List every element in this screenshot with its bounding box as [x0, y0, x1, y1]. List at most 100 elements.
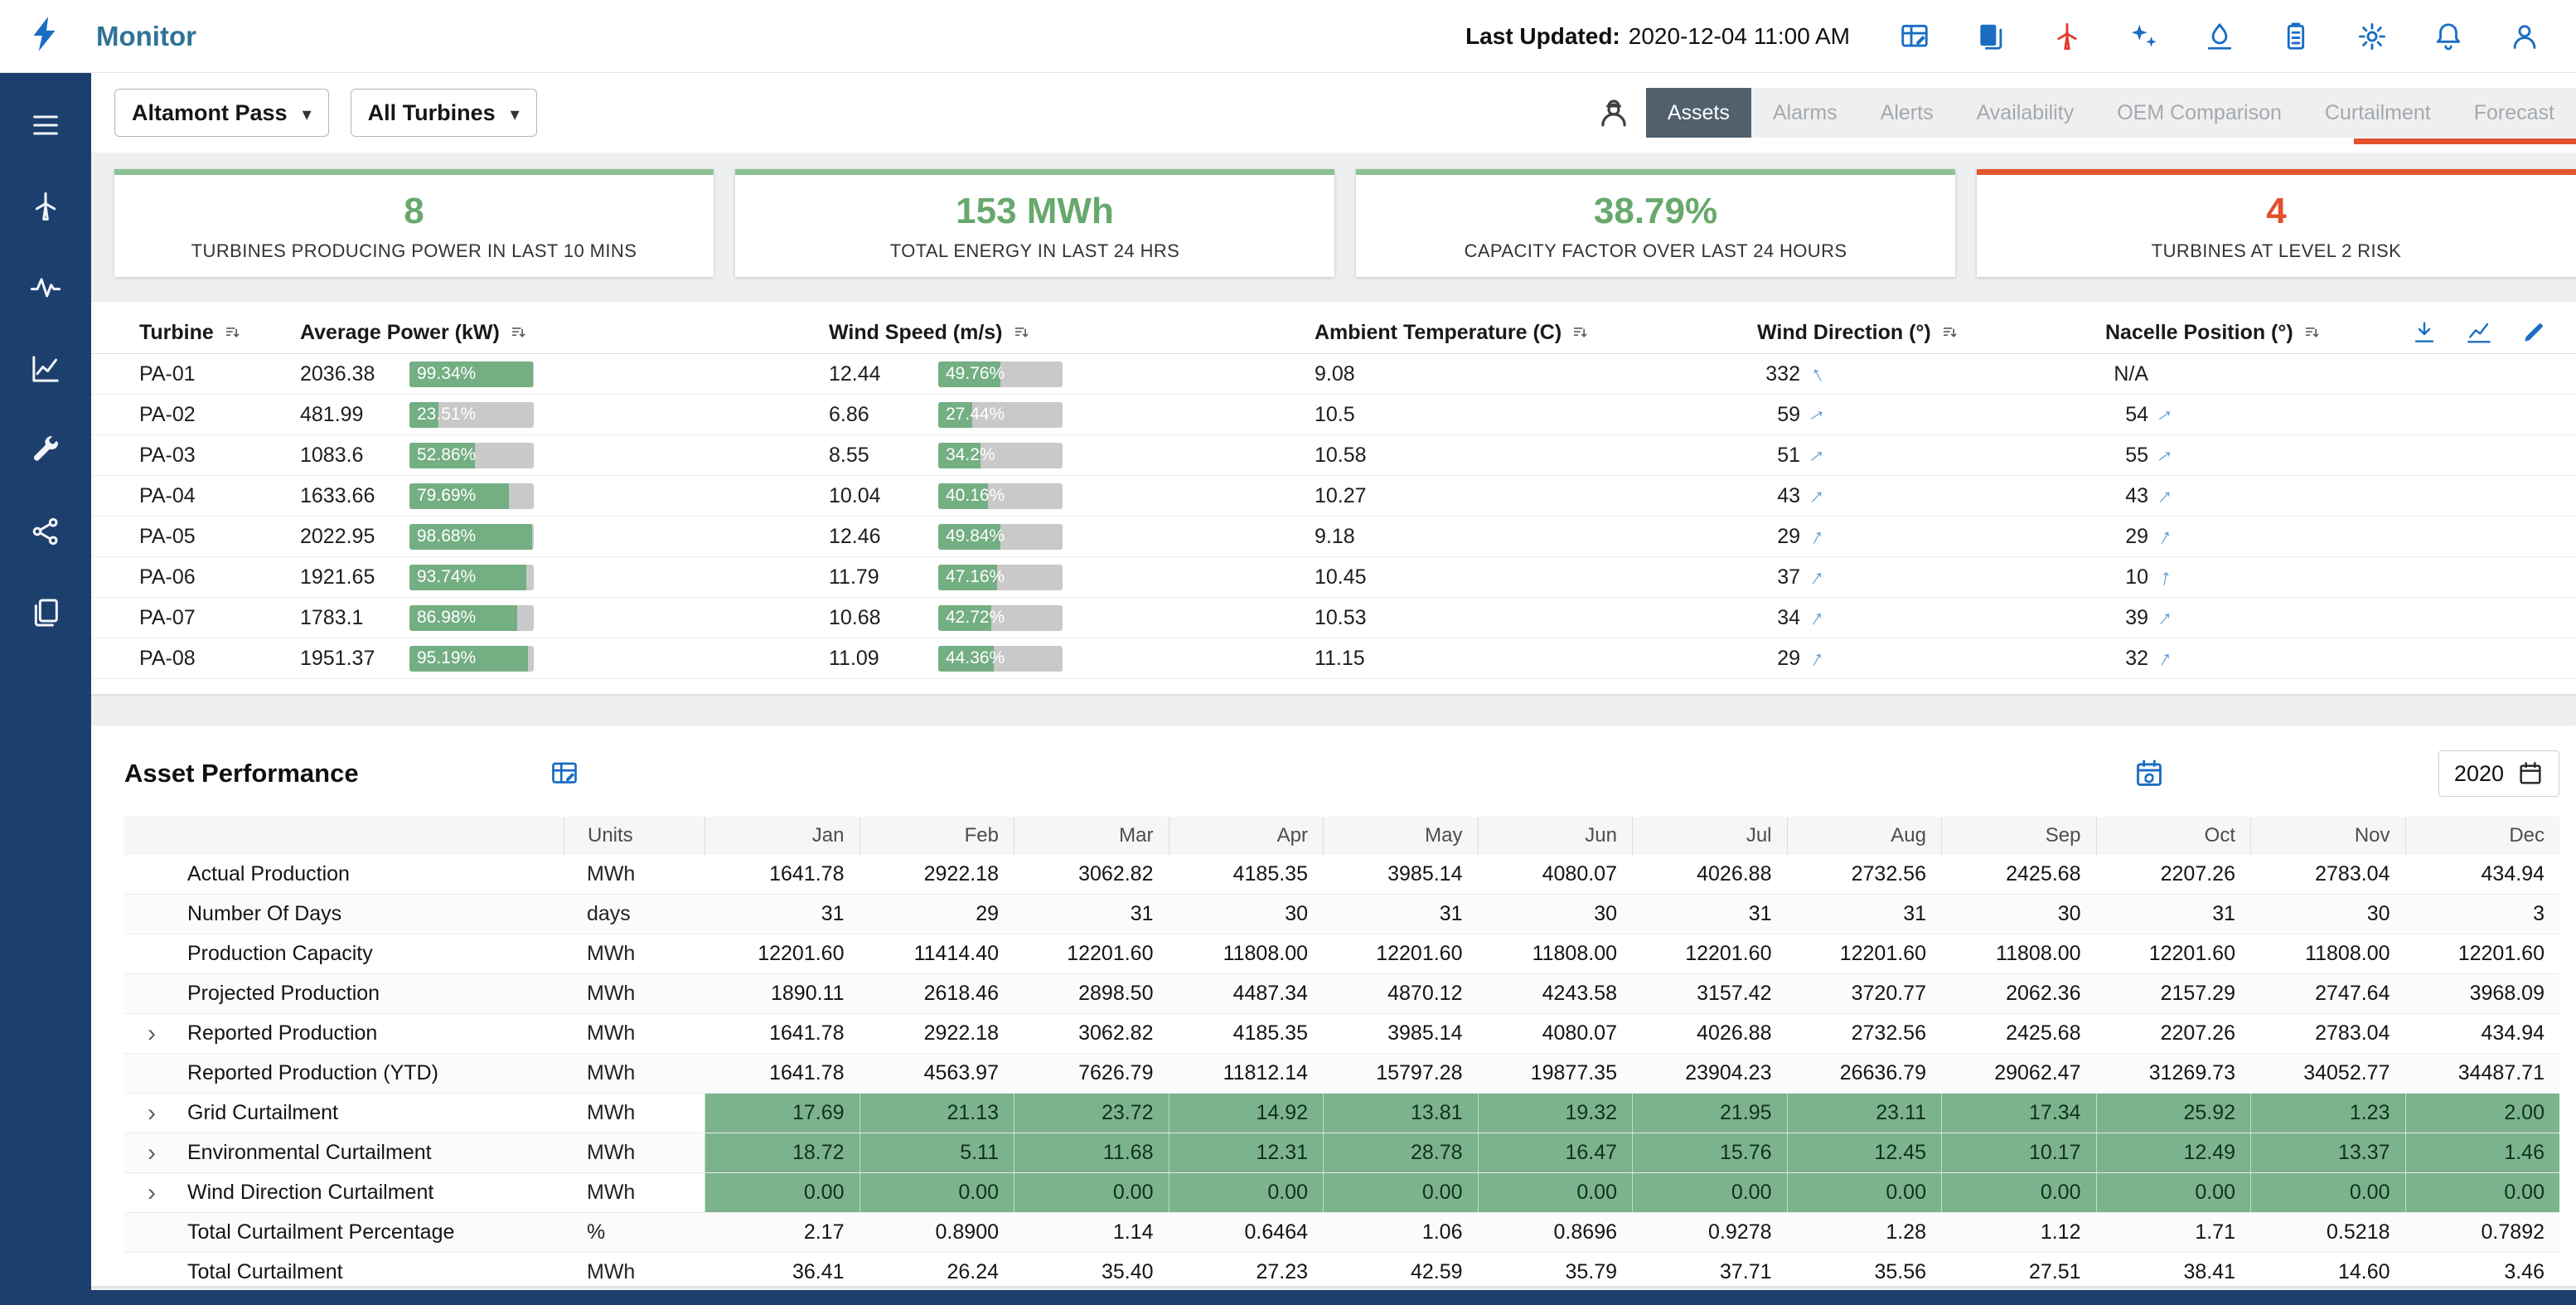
wind-direction-cell: 332 ↑: [1757, 360, 2105, 387]
tab-assets[interactable]: Assets: [1645, 88, 1751, 138]
turbine-column-header[interactable]: Turbine: [139, 321, 300, 345]
wind-direction-cell: 34 ↑: [1757, 604, 2105, 631]
turbine-alert-icon[interactable]: [2049, 18, 2085, 55]
wind-direction-cell: 29 ↑: [1757, 522, 2105, 550]
asset-value-cell: 12201.60: [758, 942, 845, 965]
wind-speed-percent-bar: 49.84%: [938, 523, 1063, 550]
average-power-cell: 1951.37 95.19%: [300, 645, 829, 672]
turbine-column-header[interactable]: Average Power (kW): [300, 321, 829, 345]
ambient-temperature-cell: 9.18: [1315, 524, 1355, 548]
turbine-column-header[interactable]: Wind Direction (°): [1757, 321, 2105, 345]
asset-row-label-cell: › Reported Production: [124, 1014, 564, 1053]
notifications-icon[interactable]: [2430, 18, 2467, 55]
app-title: Monitor: [96, 20, 196, 51]
average-power-value: 2022.95: [300, 524, 375, 548]
tab-availability[interactable]: Availability: [1976, 100, 2075, 124]
sidebar-item-turbines[interactable]: [0, 167, 91, 249]
turbine-row[interactable]: PA-02 481.99 23.51% 6.86 27.44% 10.5 59 ↑ 54 ↑: [91, 395, 2576, 435]
turbine-selector-dropdown[interactable]: All Turbines: [350, 89, 537, 137]
asset-value-cell: 3985.14: [1387, 862, 1463, 885]
wind-speed-percent-bar: 47.16%: [938, 564, 1063, 590]
average-power-value: 2036.38: [300, 361, 375, 386]
sort-icon: [510, 323, 528, 342]
kpi-label: TURBINES PRODUCING POWER IN LAST 10 MINS: [191, 240, 637, 261]
year-selector[interactable]: 2020: [2438, 750, 2559, 797]
edit-icon[interactable]: [2520, 318, 2548, 347]
tab-curtailment[interactable]: Curtailment: [2324, 100, 2431, 124]
asset-value-cell: 11808.00: [2305, 942, 2390, 965]
average-power-cell: 2022.95 98.68%: [300, 523, 829, 550]
download-icon[interactable]: [2410, 318, 2438, 347]
asset-row-units: MWh: [587, 982, 636, 1005]
asset-row: Projected Production MWh 1890.11 2618.46 289…: [124, 974, 2559, 1014]
chart-icon[interactable]: [2465, 318, 2493, 347]
sidebar-item-analytics[interactable]: [0, 330, 91, 411]
ai-insights-icon[interactable]: [2125, 18, 2162, 55]
asset-row-label: Total Curtailment: [187, 1260, 343, 1283]
wind-speed-cell: 11.79 47.16%: [829, 564, 1315, 590]
wind-speed-cell: 10.04 40.16%: [829, 483, 1315, 509]
menu-icon: [29, 109, 62, 146]
tab-alerts[interactable]: Alerts: [1880, 100, 1934, 124]
asset-row-label: Production Capacity: [187, 942, 373, 965]
settings-icon[interactable]: [2354, 18, 2390, 55]
turbine-row[interactable]: PA-06 1921.65 93.74% 11.79 47.16% 10.45 37 ↑ 10 ↑: [91, 557, 2576, 598]
bar-fill: [938, 604, 992, 631]
turbine-row[interactable]: PA-05 2022.95 98.68% 12.46 49.84% 9.18 29 ↑ 29 ↑: [91, 517, 2576, 557]
dashboard-edit-icon[interactable]: [1896, 18, 1933, 55]
sidebar-item-menu[interactable]: [0, 86, 91, 167]
turbine-row[interactable]: PA-07 1783.1 86.98% 10.68 42.72% 10.53 34 ↑ 39 ↑: [91, 598, 2576, 638]
asset-row: › Grid Curtailment MWh 17.69 21.13 23.72 14.92…: [124, 1094, 2559, 1133]
tab-alarms[interactable]: Alarms: [1772, 100, 1838, 124]
site-selector-dropdown[interactable]: Altamont Pass: [114, 89, 329, 137]
operator-icon[interactable]: [1596, 95, 1631, 130]
sidebar-item-documents[interactable]: [0, 574, 91, 655]
tab-forecast[interactable]: Forecast: [2473, 100, 2554, 124]
direction-arrow-icon: ↑: [1806, 604, 1830, 631]
asset-row-label: Reported Production (YTD): [187, 1061, 438, 1084]
asset-row: › Wind Direction Curtailment MWh 0.00 0.00 0.…: [124, 1173, 2559, 1213]
asset-value-cell: 34487.71: [2457, 1061, 2545, 1084]
nacelle-position-value: N/A: [2114, 361, 2148, 386]
direction-arrow-icon: ↑: [1804, 483, 1831, 509]
asset-row: Total Curtailment Percentage% 2.17 0.8900 1…: [124, 1213, 2559, 1253]
turbine-row[interactable]: PA-03 1083.6 52.86% 8.55 34.2% 10.58 51 ↑ 55 ↑: [91, 435, 2576, 476]
expand-chevron-icon[interactable]: ›: [148, 1099, 156, 1127]
wind-speed-percent-bar: 42.72%: [938, 604, 1063, 631]
tab-oem-comparison[interactable]: OEM Comparison: [2117, 100, 2282, 124]
bar-label: 42.72%: [946, 608, 1005, 627]
profile-icon[interactable]: [2506, 18, 2543, 55]
asset-value-cell: 15797.28: [1376, 1061, 1463, 1084]
sidebar-item-connections[interactable]: [0, 492, 91, 574]
turbine-row[interactable]: PA-01 2036.38 99.34% 12.44 49.76% 9.08 332 ↑ N/A: [91, 354, 2576, 395]
asset-performance-section: Asset Performance 2020 Units Jan Feb Mar Apr…: [91, 725, 2576, 1293]
asset-row-units: MWh: [587, 1181, 636, 1204]
asset-column-header: Nov: [2250, 817, 2405, 855]
expand-chevron-icon[interactable]: ›: [148, 1138, 156, 1167]
reports-icon[interactable]: [1973, 18, 2009, 55]
turbine-column-header[interactable]: Nacelle Position (°): [2105, 321, 2576, 345]
asset-row-units: MWh: [587, 1101, 636, 1124]
asset-label-column-header: [124, 817, 564, 855]
hydro-icon[interactable]: [2201, 18, 2238, 55]
asset-value-cell: 1890.11: [770, 982, 845, 1005]
turbine-column-header[interactable]: Ambient Temperature (C): [1315, 321, 1757, 345]
expand-chevron-icon[interactable]: ›: [148, 1178, 156, 1206]
turbine-id: PA-02: [139, 402, 196, 426]
asset-value-cell: 31: [1130, 902, 1154, 925]
turbine-row[interactable]: PA-04 1633.66 79.69% 10.04 40.16% 10.27 43 ↑ 43 ↑: [91, 476, 2576, 517]
expand-chevron-icon[interactable]: ›: [148, 1019, 156, 1047]
sidebar-item-maintenance[interactable]: [0, 411, 91, 492]
turbine-column-header[interactable]: Wind Speed (m/s): [829, 321, 1315, 345]
calendar-refresh-icon[interactable]: [2133, 758, 2165, 789]
storage-icon[interactable]: [2278, 18, 2314, 55]
asset-value-cell: 4026.88: [1697, 862, 1772, 885]
asset-table-body: Actual Production MWh 1641.78 2922.18 3062.8…: [124, 855, 2559, 1293]
asset-column-header: Mar: [1014, 817, 1169, 855]
asset-value-cell: 4870.12: [1387, 982, 1463, 1005]
sidebar-item-performance[interactable]: [0, 249, 91, 330]
turbine-row[interactable]: PA-08 1951.37 95.19% 11.09 44.36% 11.15 29 ↑ 32 ↑: [91, 638, 2576, 679]
asset-value-cell: 12.31: [1168, 1133, 1323, 1172]
table-edit-icon[interactable]: [550, 759, 579, 788]
bolt-icon: [25, 13, 66, 59]
